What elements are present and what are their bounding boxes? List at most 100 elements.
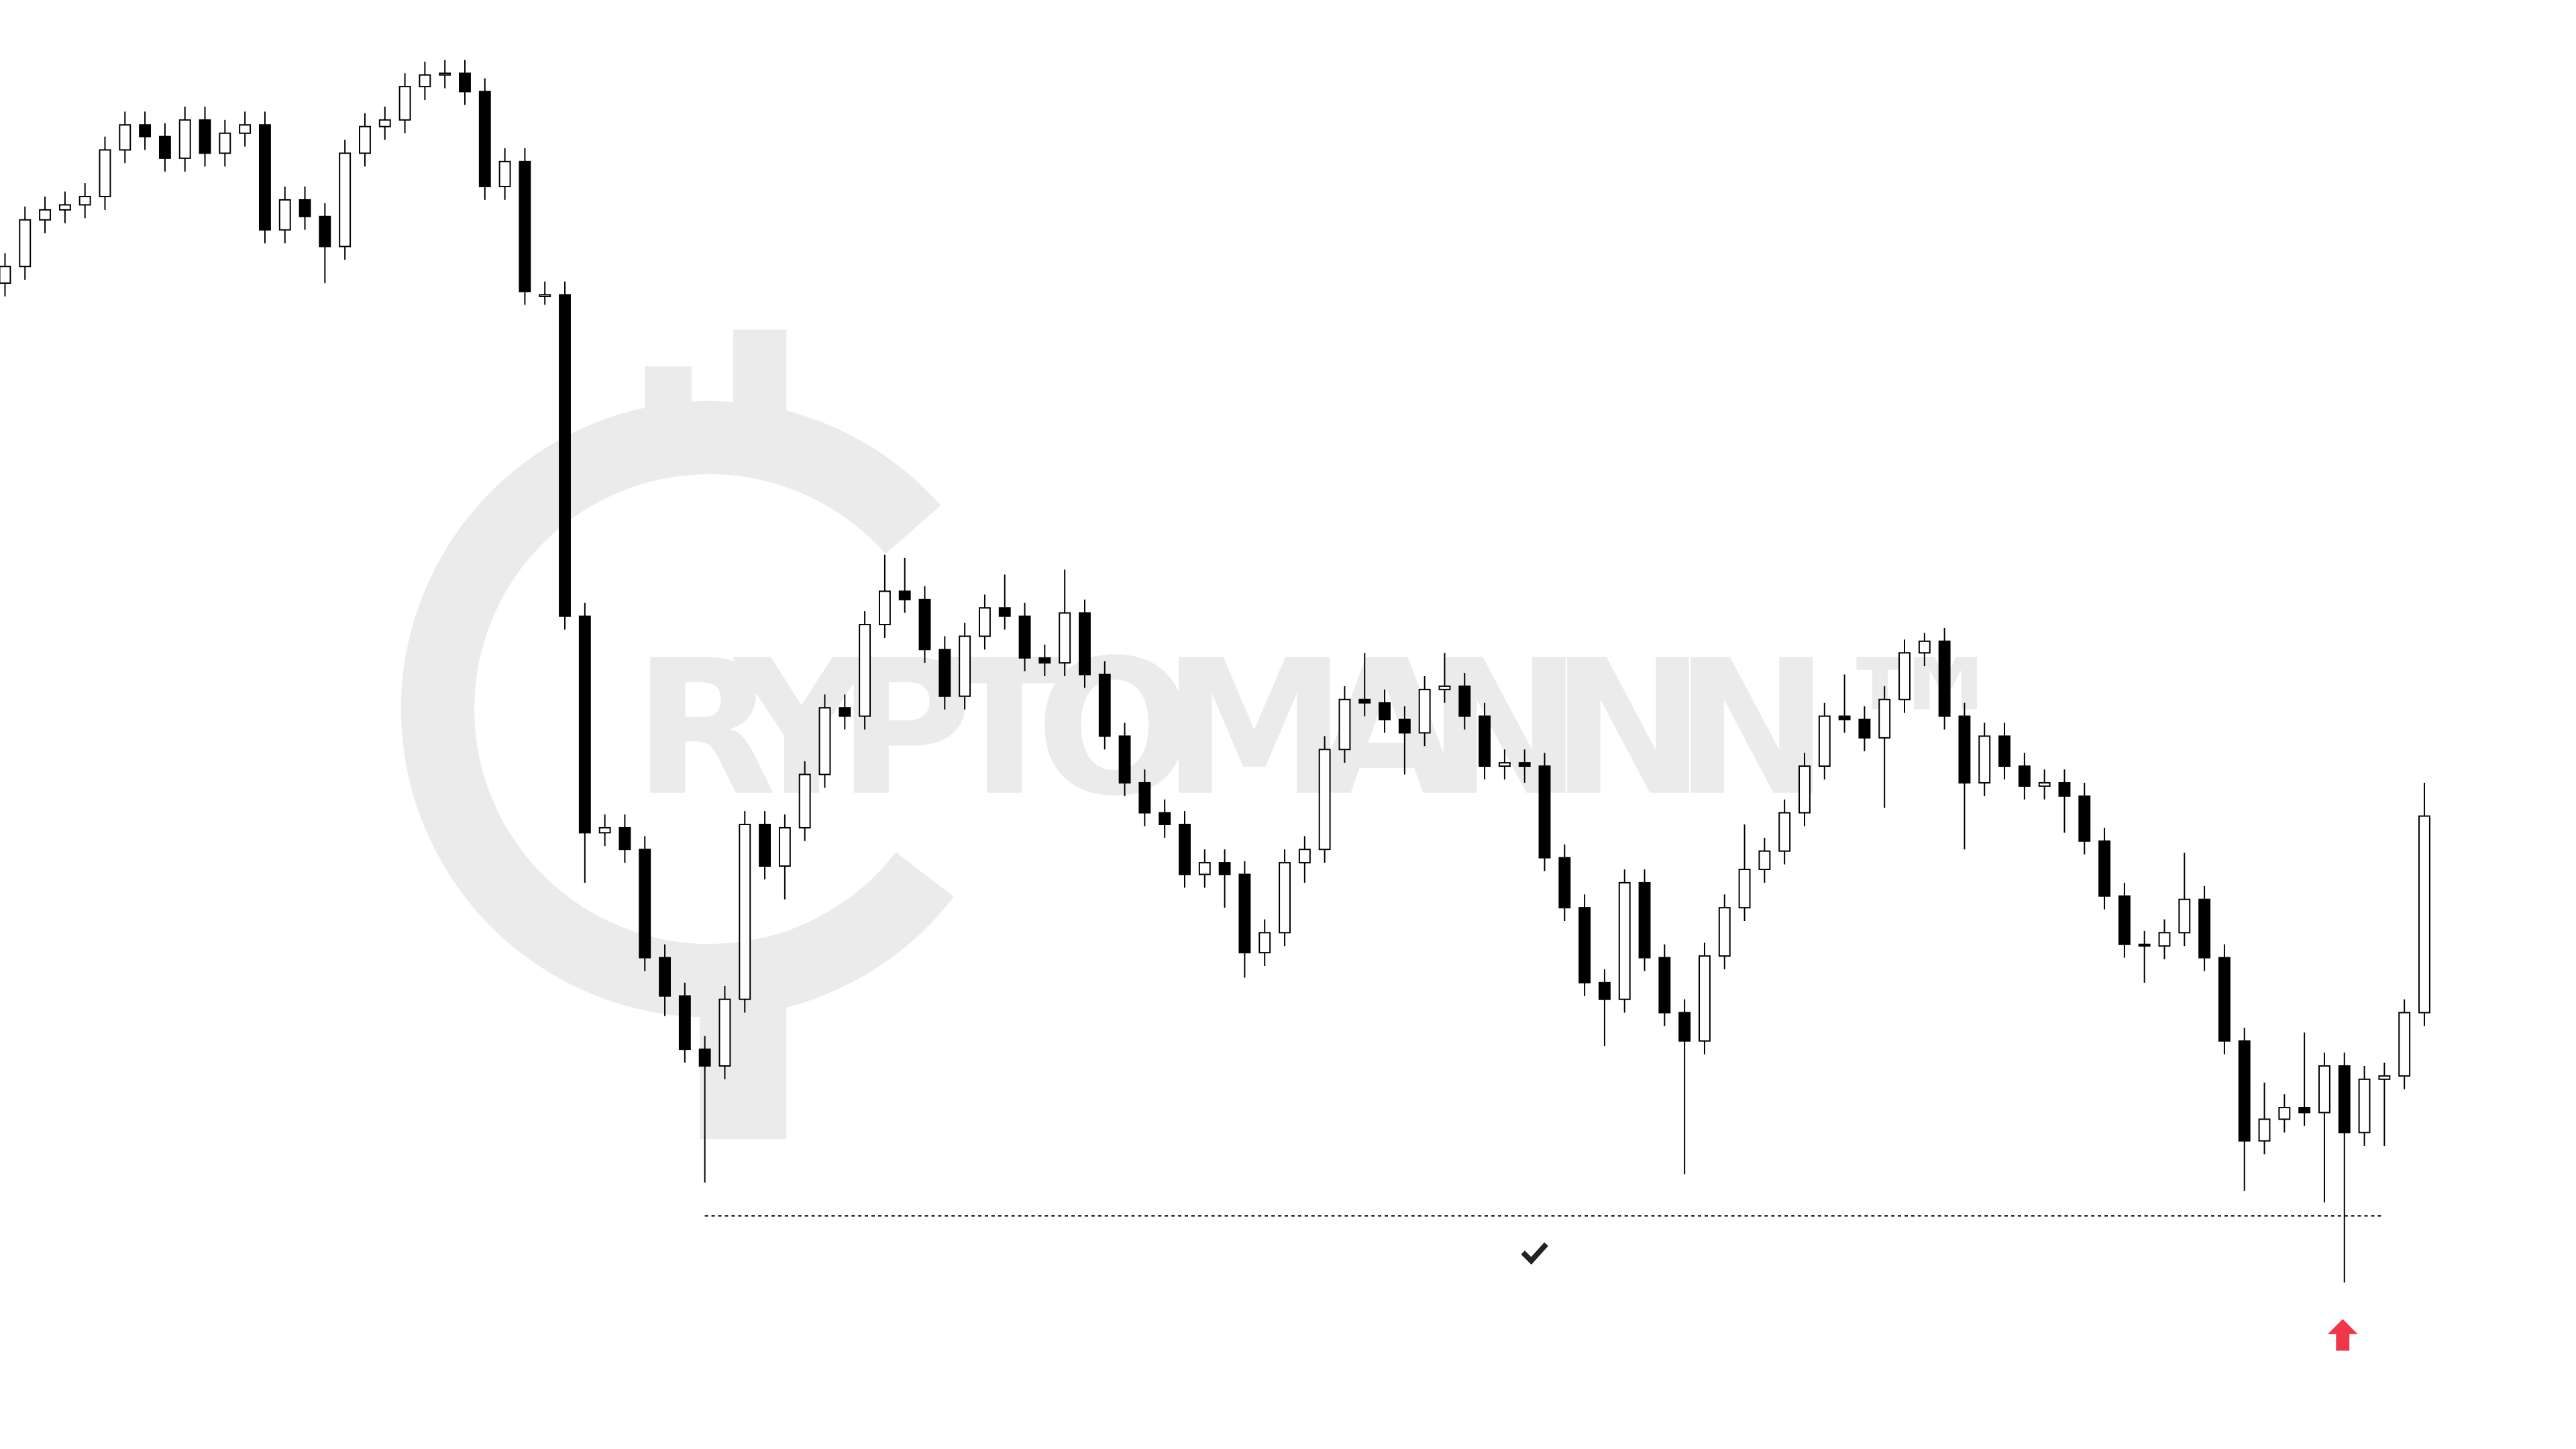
candle-body: [1038, 657, 1051, 664]
candle-body: [199, 119, 211, 154]
candle-body: [239, 124, 252, 134]
candle-body: [1778, 812, 1791, 852]
candle-body: [439, 72, 451, 76]
candle-body: [359, 125, 371, 154]
candle-body: [2378, 1075, 2391, 1080]
candle-body: [139, 124, 152, 138]
candle-body: [1438, 685, 1451, 690]
candle-body: [739, 823, 751, 1000]
candle-body: [1258, 932, 1271, 954]
candle-body: [998, 607, 1011, 617]
candle-body: [1318, 749, 1331, 851]
candle-body: [1298, 849, 1311, 864]
candle-body: [559, 294, 571, 617]
candle-body: [299, 199, 311, 217]
candle-body: [158, 136, 171, 159]
candle-body: [1578, 907, 1591, 983]
candle-body: [419, 74, 431, 88]
candle-body: [979, 607, 991, 637]
candle-body: [1098, 674, 1111, 737]
candle-body: [2158, 932, 2171, 947]
candle-body: [1818, 715, 1831, 767]
candle-body: [2298, 1107, 2311, 1114]
candle-body: [2338, 1065, 2351, 1134]
candle-body: [1598, 981, 1611, 1000]
candle-body: [839, 707, 851, 717]
candle-body: [398, 86, 411, 121]
candle-body: [1938, 640, 1951, 717]
candle-body: [2358, 1078, 2371, 1134]
candle-body: [1538, 765, 1551, 859]
candle-body: [39, 209, 52, 221]
candle-body: [219, 132, 231, 154]
candle-body: [2178, 898, 2191, 934]
candle-body: [1678, 1012, 1691, 1042]
candle-body: [2418, 815, 2430, 1014]
candle-body: [519, 160, 531, 292]
candle-body: [578, 615, 591, 834]
candle-body: [659, 957, 671, 997]
candle-body: [778, 826, 791, 867]
candle-body: [1118, 735, 1131, 784]
candle-body: [1079, 612, 1091, 676]
candle-body: [859, 624, 871, 717]
check-icon: [1521, 1242, 1548, 1265]
candle-body: [2258, 1118, 2271, 1142]
candle-body: [378, 119, 391, 127]
candle-body: [698, 1049, 711, 1067]
candle-body: [2278, 1107, 2291, 1120]
candle-body: [1958, 715, 1971, 784]
candle-body: [798, 773, 811, 828]
candle-body: [2238, 1040, 2251, 1142]
candle-body: [678, 995, 691, 1051]
candle-body: [99, 149, 111, 197]
candle-body: [2198, 898, 2211, 959]
candle-body: [1638, 881, 1651, 959]
candle-body: [718, 998, 731, 1067]
candle-body: [619, 826, 631, 851]
candle-body: [918, 598, 931, 651]
candle-body: [2078, 795, 2091, 842]
candle-body: [1138, 782, 1151, 814]
candle-body: [1279, 862, 1291, 934]
candle-body: [1838, 715, 1851, 720]
candle-body: [1518, 762, 1531, 767]
candle-body: [1238, 873, 1251, 954]
candle-body: [2398, 1012, 2411, 1077]
candle-body: [2318, 1065, 2330, 1114]
candle-body: [1998, 735, 2010, 767]
candles: [0, 60, 2430, 1283]
candle-body: [19, 219, 32, 268]
candle-body: [58, 204, 71, 211]
candle-body: [2098, 840, 2111, 897]
candle-body: [1179, 823, 1191, 875]
candle-body: [78, 195, 91, 206]
candle-body: [1558, 857, 1571, 909]
candle-body: [2018, 765, 2031, 787]
candle-body: [339, 152, 352, 248]
candle-body: [1198, 862, 1211, 875]
candle-body: [878, 590, 891, 626]
candle-body: [1878, 698, 1891, 739]
candle-body: [1718, 907, 1731, 957]
candle-body: [938, 649, 951, 697]
candle-body: [1379, 702, 1391, 720]
candle-body: [319, 215, 331, 248]
candle-body: [459, 72, 471, 93]
candle-body: [1658, 957, 1671, 1014]
candle-body: [258, 124, 271, 231]
candle-body: [1059, 612, 1071, 664]
candle-body: [959, 635, 971, 697]
candle-body: [1618, 881, 1631, 1000]
candle-body: [1858, 718, 1871, 739]
candle-body: [1799, 765, 1811, 814]
candle-body: [598, 826, 611, 834]
candle-body: [759, 823, 771, 867]
arrow-up-icon: [2327, 1319, 2358, 1351]
candle-body: [539, 294, 551, 297]
candle-body: [478, 91, 491, 188]
candle-body: [2038, 782, 2051, 787]
candle-body: [818, 707, 831, 775]
candle-body: [498, 160, 511, 188]
